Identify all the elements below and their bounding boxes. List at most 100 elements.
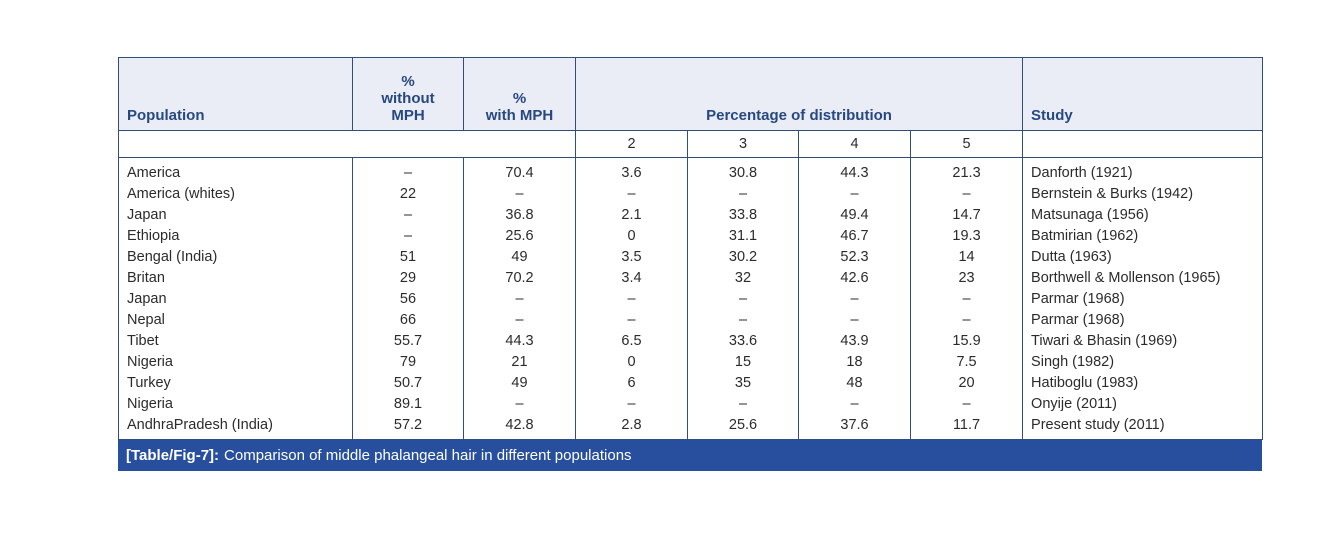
caption-tag: [Table/Fig-7]: xyxy=(126,447,220,464)
with-mph-cell: 21 xyxy=(463,352,576,373)
with-mph-cell: 70.4 xyxy=(463,157,576,184)
dist-3-cell: – xyxy=(687,310,799,331)
dist-2-cell: 0 xyxy=(575,352,688,373)
dist-4-cell: 18 xyxy=(798,352,911,373)
without-mph-cell: 89.1 xyxy=(352,394,464,415)
with-mph-cell: – xyxy=(463,184,576,205)
table-row: Bengal (India) 51 49 3.5 30.2 52.3 14 Du… xyxy=(118,247,1264,268)
dist-2-cell: – xyxy=(575,184,688,205)
column-header-with-mph: % with MPH xyxy=(463,57,576,131)
without-mph-cell: 51 xyxy=(352,247,464,268)
dist-5-cell: 21.3 xyxy=(909,157,1024,184)
dist-2-cell: – xyxy=(575,394,688,415)
study-cell: Parmar (1968) xyxy=(1022,289,1264,310)
dist-5-cell: 11.7 xyxy=(909,415,1024,440)
population-cell: Japan xyxy=(118,205,353,226)
population-cell: AndhraPradesh (India) xyxy=(118,415,353,440)
dist-4-cell: 37.6 xyxy=(798,415,911,440)
column-header-study: Study xyxy=(1022,57,1264,131)
data-table: Population % without MPH % with MPH Perc… xyxy=(118,57,1264,440)
with-mph-cell: 70.2 xyxy=(463,268,576,289)
dist-2-cell: 6 xyxy=(575,373,688,394)
table-row: Japan 56 – – – – – Parmar (1968) xyxy=(118,289,1264,310)
population-cell: America xyxy=(118,157,353,184)
dist-3-cell: 35 xyxy=(687,373,799,394)
dist-5-cell: 23 xyxy=(909,268,1024,289)
dist-5-cell: – xyxy=(909,289,1024,310)
dist-3-cell: 25.6 xyxy=(687,415,799,440)
without-mph-cell: 50.7 xyxy=(352,373,464,394)
study-cell: Borthwell & Mollenson (1965) xyxy=(1022,268,1264,289)
dist-2-cell: – xyxy=(575,289,688,310)
dist-3-cell: 33.6 xyxy=(687,331,799,352)
population-cell: Bengal (India) xyxy=(118,247,353,268)
dist-4-cell: 42.6 xyxy=(798,268,911,289)
study-cell: Bernstein & Burks (1942) xyxy=(1022,184,1264,205)
dist-2-cell: 6.5 xyxy=(575,331,688,352)
study-cell: Tiwari & Bhasin (1969) xyxy=(1022,331,1264,352)
dist-2-cell: 2.1 xyxy=(575,205,688,226)
without-mph-cell: 22 xyxy=(352,184,464,205)
dist-3-cell: 15 xyxy=(687,352,799,373)
without-mph-cell: 55.7 xyxy=(352,331,464,352)
dist-5-cell: 15.9 xyxy=(909,331,1024,352)
table-row: Nigeria 79 21 0 15 18 7.5 Singh (1982) xyxy=(118,352,1264,373)
population-cell: Britan xyxy=(118,268,353,289)
with-mph-cell: – xyxy=(463,310,576,331)
subheader-spacer-right xyxy=(1022,130,1264,158)
dist-4-cell: – xyxy=(798,310,911,331)
dist-4-cell: 52.3 xyxy=(798,247,911,268)
table-body: America – 70.4 3.6 30.8 44.3 21.3 Danfor… xyxy=(118,157,1264,440)
dist-4-cell: 49.4 xyxy=(798,205,911,226)
table-row: Tibet 55.7 44.3 6.5 33.6 43.9 15.9 Tiwar… xyxy=(118,331,1264,352)
dist-5-cell: 14 xyxy=(909,247,1024,268)
with-mph-cell: – xyxy=(463,394,576,415)
population-cell: Nepal xyxy=(118,310,353,331)
without-mph-cell: – xyxy=(352,157,464,184)
population-cell: Tibet xyxy=(118,331,353,352)
population-cell: Ethiopia xyxy=(118,226,353,247)
population-cell: Japan xyxy=(118,289,353,310)
dist-4-cell: 43.9 xyxy=(798,331,911,352)
dist-2-cell: 3.5 xyxy=(575,247,688,268)
dist-2-cell: 0 xyxy=(575,226,688,247)
dist-4-cell: – xyxy=(798,394,911,415)
study-cell: Dutta (1963) xyxy=(1022,247,1264,268)
table-row: Nepal 66 – – – – – Parmar (1968) xyxy=(118,310,1264,331)
dist-2-cell: – xyxy=(575,310,688,331)
dist-2-cell: 3.6 xyxy=(575,157,688,184)
study-cell: Hatiboglu (1983) xyxy=(1022,373,1264,394)
dist-3-cell: 31.1 xyxy=(687,226,799,247)
study-cell: Danforth (1921) xyxy=(1022,157,1264,184)
caption-text: Comparison of middle phalangeal hair in … xyxy=(224,447,632,464)
subheader-col-3: 3 xyxy=(687,130,799,158)
without-mph-cell: 29 xyxy=(352,268,464,289)
table-row: AndhraPradesh (India) 57.2 42.8 2.8 25.6… xyxy=(118,415,1264,440)
with-mph-cell: 25.6 xyxy=(463,226,576,247)
dist-3-cell: – xyxy=(687,184,799,205)
population-cell: Nigeria xyxy=(118,352,353,373)
subheader-col-2: 2 xyxy=(575,130,688,158)
without-mph-cell: 66 xyxy=(352,310,464,331)
dist-4-cell: – xyxy=(798,289,911,310)
dist-5-cell: – xyxy=(909,310,1024,331)
with-mph-cell: 49 xyxy=(463,373,576,394)
study-cell: Parmar (1968) xyxy=(1022,310,1264,331)
dist-3-cell: 30.8 xyxy=(687,157,799,184)
without-mph-cell: – xyxy=(352,205,464,226)
column-header-population: Population xyxy=(118,57,353,131)
study-cell: Onyije (2011) xyxy=(1022,394,1264,415)
column-header-without-mph: % without MPH xyxy=(352,57,464,131)
subheader-col-5: 5 xyxy=(909,130,1024,158)
dist-5-cell: 20 xyxy=(909,373,1024,394)
table-caption: [Table/Fig-7]: Comparison of middle phal… xyxy=(118,440,1262,471)
dist-5-cell: – xyxy=(909,394,1024,415)
dist-2-cell: 2.8 xyxy=(575,415,688,440)
dist-5-cell: 19.3 xyxy=(909,226,1024,247)
without-mph-cell: – xyxy=(352,226,464,247)
without-mph-cell: 57.2 xyxy=(352,415,464,440)
with-mph-cell: 36.8 xyxy=(463,205,576,226)
with-mph-cell: 49 xyxy=(463,247,576,268)
dist-4-cell: 46.7 xyxy=(798,226,911,247)
